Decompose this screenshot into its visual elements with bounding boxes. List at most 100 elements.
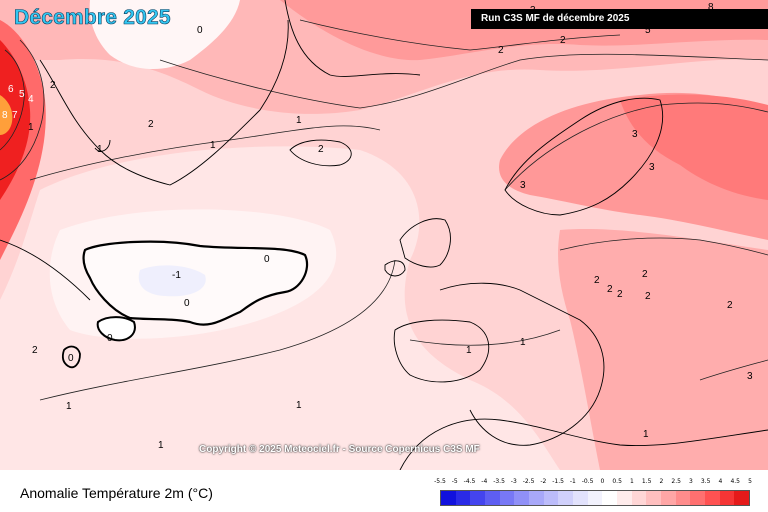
contour-label: -1 [172,270,181,281]
legend-tick-label: -2 [540,478,547,485]
contour-label: 2 [645,291,651,302]
map-canvas: 0 8 7 6 5 4 1 2 1 2 3 5 8 2 1 2 1 2 0 -1… [0,0,768,470]
legend-tick-label: -1 [569,478,576,485]
contour-label: 6 [8,84,14,95]
map-title: Décembre 2025 [14,6,171,30]
zero-contour-main [82,240,309,326]
legend-bar [440,490,750,506]
contour-label: 3 [747,371,753,382]
coast-greenland [39,19,289,186]
contour-label: 1 [158,440,164,451]
legend-swatch [690,491,706,505]
legend-swatch [602,491,618,505]
coast-uk [399,218,451,268]
contour-label: 2 [148,119,154,130]
coast-iceland [289,139,352,167]
contour-label: 5 [645,25,651,36]
legend-swatch [646,491,662,505]
run-label: Run C3S MF de décembre 2025 [471,9,768,29]
legend-tick-label: 2 [659,478,664,485]
contour-3-scandinavia [504,102,768,191]
zero-contour-tiny [61,345,81,369]
legend-swatch [573,491,588,505]
legend-tick-label: -4 [481,478,488,485]
legend-tick-label: -0.5 [581,478,594,485]
contour-label: 8 [708,2,714,13]
coast-africa [399,418,768,470]
coast-ireland [384,260,406,277]
coast-baffin [94,139,111,152]
contour-label: 1 [28,122,34,133]
legend-swatch [470,491,486,505]
coast-svalbard-arc [284,0,421,77]
contour-label: 1 [520,337,526,348]
contour-label: 0 [197,25,203,36]
legend-tick-label: 4.5 [730,478,741,485]
contour-label: 2 [560,35,566,46]
legend-tick-label: -5.5 [434,478,446,485]
anomaly-zone-russia [620,94,768,200]
legend-tick-label: -4.5 [463,478,476,485]
contour-label: 2 [727,300,733,311]
legend-swatch [675,491,691,505]
variable-title: Anomalie Température 2m (°C) [20,485,213,501]
coast-scandinavia [504,97,664,216]
greenland-cool-patch [89,0,240,70]
legend-tick-label: -3 [510,478,517,485]
legend-swatch [631,491,647,505]
contour-label: 7 [12,110,18,121]
contour-labrador-4 [0,39,45,181]
contour-2-north [159,53,768,109]
legend-tick-label: -3.5 [493,478,505,485]
contour-labels: 0 8 7 6 5 4 1 2 1 2 3 5 8 2 1 2 1 2 0 -1… [2,2,753,451]
contour-label: 2 [318,144,324,155]
legend-tick-label: 3.5 [700,478,711,485]
contour-label: 3 [520,180,526,191]
legend-swatch [455,491,471,505]
legend-swatch [734,491,750,505]
legend-swatch [441,491,456,505]
legend-swatch [543,491,559,505]
copyright-text: Copyright © 2025 Meteociel.fr - Source C… [199,444,480,455]
legend-tick-label: 0.5 [612,478,622,485]
contour-label: 1 [97,144,103,155]
contour-label: 4 [28,94,34,105]
contour-label: 8 [2,110,8,121]
zero-contour-small [96,316,136,342]
legend-tick-label: -1.5 [552,478,564,485]
contour-label: 1 [296,115,302,126]
contour-label: 0 [107,333,113,344]
contour-label: 2 [594,275,600,286]
coast-newfoundland [0,239,91,301]
legend-swatch [719,491,735,505]
contour-label: 2 [642,269,648,280]
color-legend: -5.5 -5 -4.5 -4 -3.5 -3 -2.5 -2 -1.5 -1 -0.5 0 0.5 1 1… [434,478,752,508]
contour-3-east [699,359,768,381]
legend-swatch [558,491,574,505]
legend-swatch [661,491,676,505]
legend-tick-label: 2.5 [671,478,681,485]
legend-tick-label: 0 [600,478,605,485]
contour-lines [0,19,768,401]
contour-label: 2 [498,45,504,56]
anomaly-map: 0 8 7 6 5 4 1 2 1 2 3 5 8 2 1 2 1 2 0 -1… [0,0,768,470]
anomaly-zone-east [558,229,768,470]
contour-label: 1 [210,140,216,151]
legend-swatch [485,491,500,505]
contour-label: 5 [19,89,25,100]
legend-tick-label: -5 [451,478,458,485]
coast-europe [439,282,605,446]
legend-tick-label: 1 [629,478,634,485]
legend-tick-label: 4 [718,478,723,485]
legend-swatch [587,491,603,505]
contour-label: 1 [643,429,649,440]
legend-tick-label: 1.5 [641,478,652,485]
contour-1-south [39,259,396,401]
contour-label: 1 [466,345,472,356]
legend-tick-label: 5 [748,478,752,485]
legend-tick-label: -2.5 [522,478,535,485]
legend-swatch [705,491,720,505]
contour-label: 3 [649,162,655,173]
contour-3-north [299,19,621,51]
contour-label: 1 [296,400,302,411]
